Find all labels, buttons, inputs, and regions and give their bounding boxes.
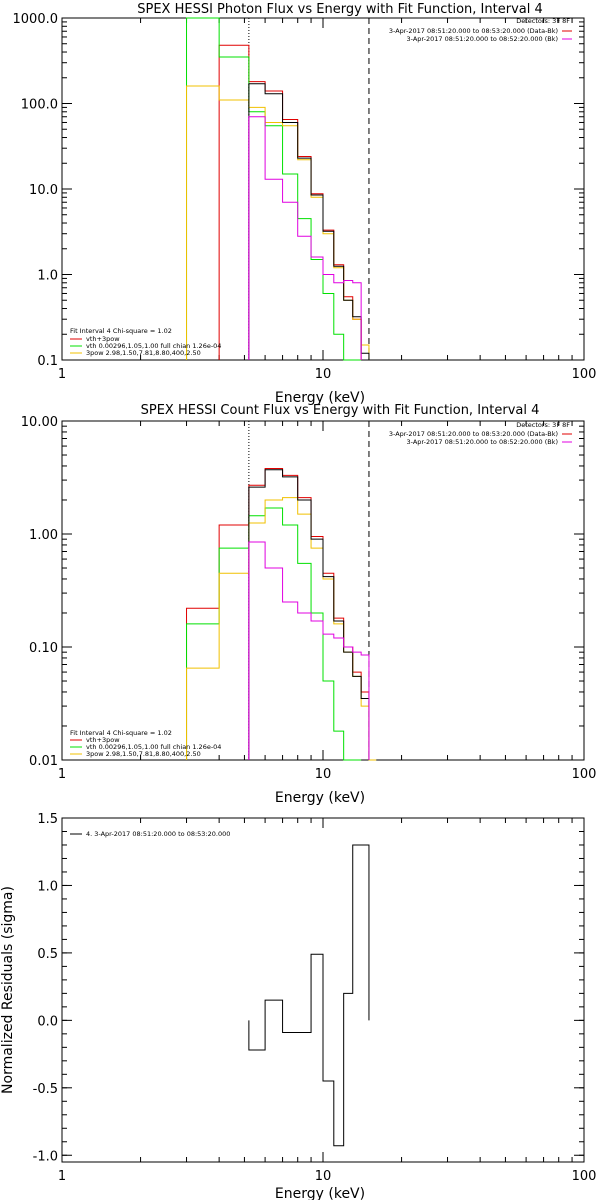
count-flux-series-magenta	[248, 541, 370, 760]
photon-flux-x-axis-label: Energy (keV)	[275, 390, 365, 406]
x-tick-label: 100	[572, 1169, 597, 1184]
x-tick-label: 10	[315, 767, 332, 782]
y-tick-label: -1.0	[33, 1149, 58, 1164]
y-tick-label: 0.5	[37, 947, 58, 962]
residuals-series-group	[248, 844, 370, 1147]
photon-flux-legend-red: vth+3pow	[86, 335, 120, 343]
photon-flux-legend-detectors: Detectors: 3F 8F	[516, 17, 570, 25]
x-tick-label: 10	[315, 1169, 332, 1184]
photon-flux-legend-green: vth 0.00296,1.05,1.00 full chian 1.26e-0…	[86, 342, 221, 350]
y-tick-label: 1.00	[29, 528, 58, 543]
x-tick-label: 100	[572, 367, 597, 382]
count-flux-series-red	[186, 467, 370, 760]
count-flux-x-axis-label: Energy (keV)	[275, 790, 365, 806]
y-tick-label: 0.1	[37, 354, 58, 369]
y-tick-label: 10.00	[21, 415, 58, 430]
photon-flux-legend-data: 3-Apr-2017 08:51:20.000 to 08:53:20.000 …	[389, 27, 558, 35]
y-tick-label: 1000.0	[13, 12, 59, 27]
photon-flux-series-green	[186, 17, 362, 361]
y-tick-label: 100.0	[21, 98, 58, 113]
count-flux-legend-red: vth+3pow	[86, 736, 120, 744]
x-tick-label: 1	[58, 767, 66, 782]
residuals-y-axis-label: Normalized Residuals (sigma)	[0, 886, 16, 1094]
residuals-series-black	[248, 844, 370, 1147]
residuals-panel: 1 10 100-1.0-0.50.00.51.01.5 Energy (keV) …	[0, 812, 596, 1200]
residuals-axes: 1 10 100 -1.0 -0.5 0.0 0.5 1.0 1.5	[33, 812, 597, 1184]
y-tick-label: -0.5	[33, 1082, 58, 1097]
count-flux-legend-green: vth 0.00296,1.05,1.00 full chian 1.26e-0…	[86, 743, 221, 751]
count-flux-legend-detectors: Detectors: 3F 8F	[516, 421, 570, 429]
count-flux-legend-topright: Detectors: 3F 8F 3-Apr-2017 08:51:20.000…	[389, 421, 572, 446]
y-tick-label: 10.0	[29, 183, 58, 198]
photon-flux-legend-bk: 3-Apr-2017 08:51:20.000 to 08:52:20.000 …	[407, 35, 558, 43]
count-flux-axes: 1 10 100 0.01 0.10 1.00 10.00	[21, 415, 597, 782]
count-flux-legend-bk: 3-Apr-2017 08:51:20.000 to 08:52:20.000 …	[407, 438, 558, 446]
y-tick-label: 1.5	[37, 812, 58, 827]
count-flux-series-green	[186, 507, 362, 761]
count-flux-legend-fit: Fit Interval 4 Chi-square = 1.02	[70, 729, 172, 737]
x-tick-label: 1	[58, 1169, 66, 1184]
count-flux-panel: SPEX HESSI Count Flux vs Energy with Fit…	[21, 403, 597, 806]
photon-flux-legend-fit: Fit Interval 4 Chi-square = 1.02	[70, 327, 172, 335]
photon-flux-legend-bottomleft: Fit Interval 4 Chi-square = 1.02 vth+3po…	[70, 327, 221, 357]
photon-flux-legend-yellow: 3pow 2.98,1.50,7.81,8.80,400,2.50	[86, 349, 201, 357]
photon-flux-series-yellow	[186, 85, 370, 360]
residuals-legend: 4. 3-Apr-2017 08:51:20.000 to 08:53:20.0…	[70, 830, 230, 838]
count-flux-legend-data: 3-Apr-2017 08:51:20.000 to 08:53:20.000 …	[389, 430, 558, 438]
count-flux-legend-bottomleft: Fit Interval 4 Chi-square = 1.02 vth+3po…	[70, 729, 221, 758]
y-tick-label: 1.0	[37, 269, 58, 284]
photon-flux-plot-frame	[61, 17, 585, 361]
photon-flux-legend-topright: Detectors: 3F 8F 3-Apr-2017 08:51:20.000…	[389, 17, 572, 43]
count-flux-title: SPEX HESSI Count Flux vs Energy with Fit…	[141, 403, 540, 418]
photon-flux-title: SPEX HESSI Photon Flux vs Energy with Fi…	[137, 2, 543, 17]
x-tick-label: 100	[572, 767, 597, 782]
count-flux-reference-lines	[248, 421, 370, 760]
photon-flux-series-group	[186, 17, 370, 361]
count-flux-legend-yellow: 3pow 2.98,1.50,7.81,8.80,400,2.50	[86, 750, 201, 758]
photon-flux-series-black	[248, 83, 370, 360]
y-tick-label: 0.10	[29, 641, 58, 656]
count-flux-series-yellow	[186, 497, 377, 761]
count-flux-series-black	[248, 469, 370, 760]
y-tick-label: 0.01	[29, 754, 58, 769]
count-flux-series-group	[186, 467, 377, 761]
count-flux-plot-frame	[61, 420, 585, 761]
x-tick-label: 10	[315, 367, 332, 382]
y-tick-label: 0.0	[37, 1014, 58, 1029]
photon-flux-panel: SPEX HESSI Photon Flux vs Energy with Fi…	[13, 2, 597, 406]
photon-flux-series-magenta	[248, 116, 362, 360]
photon-flux-axes: 1 10 100 0.1 1.0 10.0 100.0 1000.0	[13, 12, 597, 382]
y-tick-label: 1.0	[37, 879, 58, 894]
x-tick-label: 1	[58, 367, 66, 382]
residuals-legend-label: 4. 3-Apr-2017 08:51:20.000 to 08:53:20.0…	[86, 830, 230, 838]
photon-flux-reference-lines	[248, 18, 370, 360]
residuals-x-axis-label: Energy (keV)	[275, 1186, 365, 1200]
